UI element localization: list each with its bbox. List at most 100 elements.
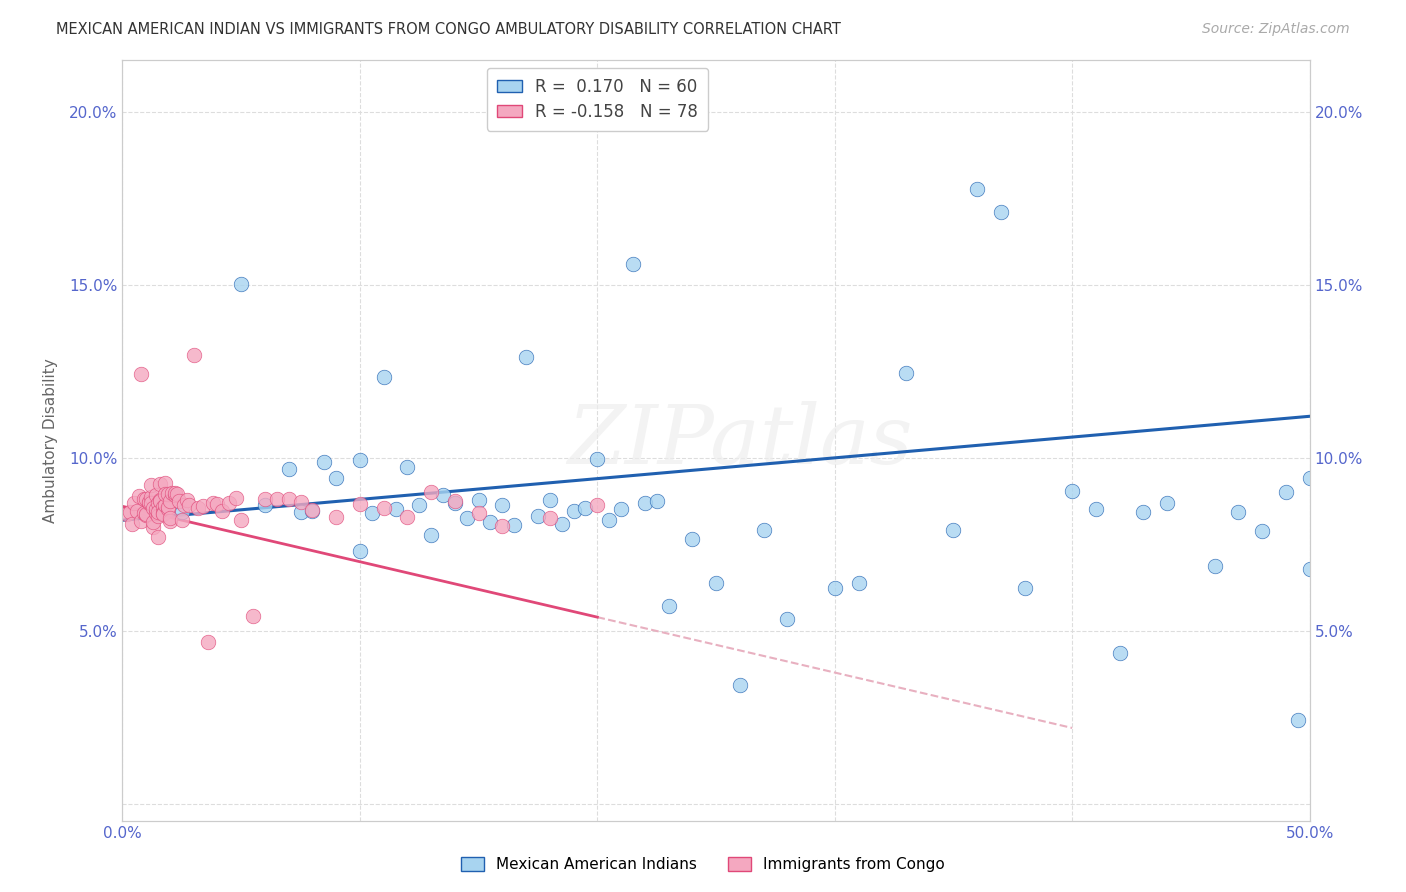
Point <box>170 505 193 519</box>
Point <box>1298 562 1320 576</box>
Point <box>1108 646 1130 660</box>
Point <box>349 452 371 467</box>
Point <box>515 350 537 364</box>
Point <box>538 493 561 508</box>
Point <box>527 509 550 524</box>
Point <box>187 501 209 516</box>
Point <box>444 495 467 509</box>
Point <box>159 511 181 525</box>
Point <box>349 498 371 512</box>
Point <box>621 257 644 271</box>
Point <box>146 505 169 519</box>
Point <box>149 493 172 508</box>
Point <box>231 513 253 527</box>
Point <box>211 504 233 518</box>
Point <box>152 507 174 521</box>
Point <box>658 599 681 614</box>
Point <box>634 496 657 510</box>
Point <box>420 527 443 541</box>
Point <box>118 505 141 519</box>
Point <box>155 475 177 490</box>
Point <box>159 494 181 508</box>
Point <box>162 486 184 500</box>
Point <box>139 490 162 504</box>
Point <box>1286 713 1309 727</box>
Point <box>253 492 276 507</box>
Point <box>776 612 799 626</box>
Point <box>1132 505 1154 519</box>
Point <box>166 487 188 501</box>
Point <box>218 496 240 510</box>
Point <box>142 500 165 515</box>
Point <box>138 496 160 510</box>
Point <box>314 455 336 469</box>
Y-axis label: Ambulatory Disability: Ambulatory Disability <box>44 359 58 523</box>
Point <box>1204 559 1226 574</box>
Point <box>145 506 167 520</box>
Point <box>325 471 347 485</box>
Point <box>610 501 633 516</box>
Point <box>325 510 347 524</box>
Point <box>142 520 165 534</box>
Point <box>1227 505 1250 519</box>
Point <box>444 494 467 508</box>
Legend: R =  0.170   N = 60, R = -0.158   N = 78: R = 0.170 N = 60, R = -0.158 N = 78 <box>486 68 709 130</box>
Point <box>149 476 172 491</box>
Point <box>125 504 148 518</box>
Point <box>290 506 312 520</box>
Point <box>145 502 167 516</box>
Point <box>132 506 155 520</box>
Point <box>942 524 965 538</box>
Point <box>456 511 478 525</box>
Point <box>231 277 253 291</box>
Point <box>156 501 179 516</box>
Point <box>1275 485 1298 500</box>
Point <box>253 498 276 512</box>
Point <box>1062 483 1084 498</box>
Point <box>139 478 162 492</box>
Point <box>551 516 574 531</box>
Point <box>145 488 167 502</box>
Point <box>1298 471 1320 485</box>
Point <box>183 348 205 362</box>
Point <box>384 502 406 516</box>
Point <box>266 492 288 507</box>
Point <box>396 510 419 524</box>
Point <box>277 492 299 507</box>
Legend: Mexican American Indians, Immigrants from Congo: Mexican American Indians, Immigrants fro… <box>454 849 952 880</box>
Point <box>207 497 229 511</box>
Point <box>156 500 179 514</box>
Point <box>176 493 198 508</box>
Point <box>152 506 174 520</box>
Point <box>146 496 169 510</box>
Point <box>139 496 162 510</box>
Point <box>124 496 146 510</box>
Point <box>242 608 264 623</box>
Point <box>138 494 160 508</box>
Point <box>146 530 169 544</box>
Point <box>155 486 177 500</box>
Point <box>128 490 150 504</box>
Text: ZIPatlas: ZIPatlas <box>567 401 912 481</box>
Point <box>360 506 382 520</box>
Point <box>990 205 1012 219</box>
Point <box>159 514 181 528</box>
Point <box>169 494 191 508</box>
Point <box>598 513 620 527</box>
Point <box>574 500 596 515</box>
Point <box>491 498 513 512</box>
Point <box>848 576 870 591</box>
Point <box>152 500 174 515</box>
Text: Source: ZipAtlas.com: Source: ZipAtlas.com <box>1202 22 1350 37</box>
Point <box>201 496 224 510</box>
Point <box>586 452 609 467</box>
Point <box>290 495 312 509</box>
Point <box>467 506 489 520</box>
Point <box>1251 524 1274 538</box>
Point <box>966 181 988 195</box>
Point <box>132 491 155 506</box>
Point <box>135 508 157 522</box>
Point <box>373 369 395 384</box>
Point <box>562 503 585 517</box>
Point <box>681 533 703 547</box>
